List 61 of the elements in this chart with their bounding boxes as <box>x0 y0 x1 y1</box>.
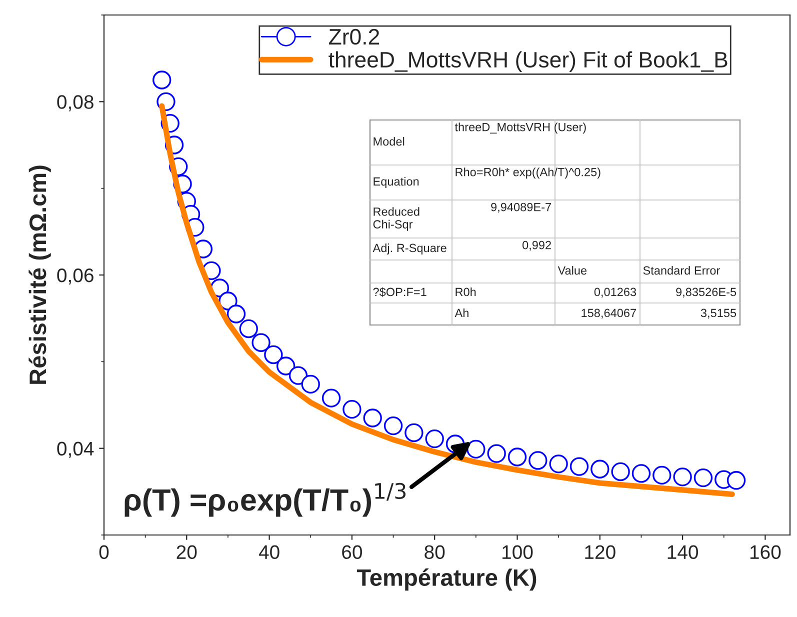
annotation: threeD_MottsVRH (User) <box>454 122 586 134</box>
point <box>694 468 713 488</box>
annotation: Model <box>374 137 404 146</box>
annotation: ρ(T) =ρ₀exp(T/T₀)$^{1/3}$ <box>124 482 406 517</box>
point <box>342 400 362 419</box>
x-tick-label: 140 <box>668 545 698 560</box>
annotation: 9,83526E-5 <box>676 288 736 298</box>
x-tick-label: 20 <box>176 545 197 560</box>
point <box>632 464 651 483</box>
point <box>288 366 308 385</box>
point <box>528 451 548 470</box>
point <box>363 408 382 428</box>
point <box>549 454 568 474</box>
annotation: Rho=R0h* exp((Ah/T)^0.25) <box>456 168 600 179</box>
point <box>226 304 246 324</box>
y-tick-label: 0,06 <box>57 268 94 285</box>
annotation: Adj. R-Square <box>372 243 446 255</box>
point <box>590 460 610 478</box>
annotation: R0h <box>456 287 476 296</box>
annotation: 9,94089E-7 <box>491 202 551 213</box>
legend-label: Zr0.2 <box>329 28 380 45</box>
point <box>425 429 444 448</box>
annotation: Standard Error <box>643 266 720 275</box>
annotation: 0,01263 <box>594 288 636 298</box>
point <box>276 356 296 376</box>
point <box>487 444 506 463</box>
annotation: Reduced Chi-Sqr <box>373 207 420 231</box>
point <box>264 345 283 364</box>
point <box>322 388 341 408</box>
x-tick-label: 160 <box>750 545 781 560</box>
point <box>252 333 270 352</box>
x-tick-label: 80 <box>424 545 445 560</box>
x-tick-label: 0 <box>99 545 109 560</box>
point <box>726 471 746 490</box>
point <box>673 468 692 486</box>
point <box>652 466 672 485</box>
y-tick-label: 0,04 <box>57 442 94 458</box>
annotation: 0,992 <box>522 240 551 251</box>
annotation: Equation <box>374 177 419 188</box>
annotation: ?$OP:F=1 <box>373 287 426 297</box>
point <box>570 457 589 476</box>
point <box>466 440 486 459</box>
point <box>384 416 403 436</box>
x-axis-title: Température (K) <box>356 568 536 591</box>
point <box>152 70 172 90</box>
x-tick-label: 60 <box>342 545 362 560</box>
x-tick-label: 100 <box>502 545 533 560</box>
point <box>239 319 258 338</box>
point <box>404 423 424 442</box>
y-axis-title: Résistivité (mΩ.cm) <box>28 166 51 384</box>
point <box>301 374 320 394</box>
legend-label: threeD_MottsVRH (User) Fit of Book1_B <box>328 51 728 72</box>
x-tick-label: 40 <box>258 545 280 560</box>
x-tick-label: 120 <box>585 545 616 560</box>
y-tick-label: 0,08 <box>57 95 94 112</box>
annotation: Value <box>558 266 587 275</box>
annotation: Ah <box>454 308 468 318</box>
point <box>508 448 527 466</box>
annotation: 3,5155 <box>700 308 736 319</box>
annotation: 158,64067 <box>582 308 636 319</box>
point <box>611 462 630 482</box>
